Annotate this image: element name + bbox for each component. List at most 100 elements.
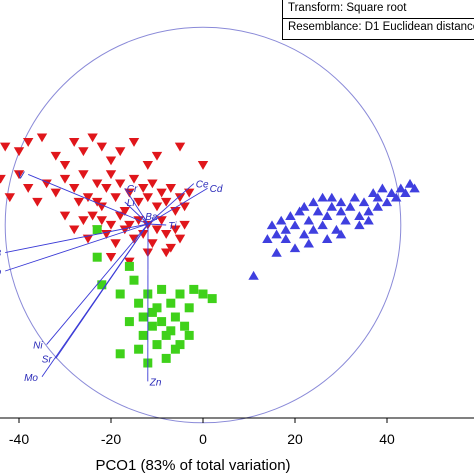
vector-label: V: [18, 170, 26, 181]
vector-line: [142, 215, 149, 225]
vector-label: Co: [0, 267, 2, 278]
data-point-triangle-down: [0, 142, 11, 152]
vector-line: [46, 223, 149, 345]
x-axis-title: PCO1 (83% of total variation): [95, 457, 290, 474]
data-point-triangle-down: [13, 147, 25, 157]
data-point-square: [184, 330, 194, 340]
data-point-triangle-down: [165, 243, 176, 253]
vector-label: Ti: [168, 221, 177, 232]
data-point-triangle-down: [110, 239, 121, 249]
data-point-triangle-up: [372, 201, 383, 211]
data-point-triangle-down: [87, 133, 98, 143]
data-point-triangle-down: [165, 184, 176, 193]
data-point-triangle-down: [115, 179, 126, 189]
data-point-square: [166, 298, 176, 308]
data-point-triangle-up: [317, 220, 328, 230]
data-point-triangle-up: [391, 192, 402, 202]
resemblance-label: Resemblance: D1 Euclidean distance: [288, 21, 474, 33]
x-tick-label: 40: [379, 431, 395, 447]
data-point-triangle-down: [147, 239, 158, 249]
vector-line: [5, 223, 149, 254]
data-point-triangle-up: [248, 270, 259, 280]
legend-divider: [283, 18, 474, 19]
data-point-triangle-up: [266, 220, 278, 230]
data-point-triangle-down: [13, 170, 25, 180]
data-point-triangle-down: [179, 220, 190, 230]
data-point-square: [175, 340, 185, 350]
data-point-triangle-up: [294, 206, 305, 216]
data-point-triangle-down: [59, 161, 71, 170]
data-point-triangle-up: [308, 197, 319, 207]
data-point-triangle-up: [285, 211, 296, 220]
data-point-square: [180, 321, 190, 331]
vector-label: Zn: [149, 377, 162, 388]
vector-line: [147, 223, 167, 226]
data-point-triangle-down: [119, 225, 130, 235]
data-point-triangle-up: [349, 192, 360, 202]
data-point-square: [124, 261, 134, 271]
data-point-square: [124, 317, 134, 327]
data-point-triangle-up: [271, 229, 282, 239]
data-point-triangle-down: [82, 193, 94, 203]
data-point-triangle-down: [110, 193, 121, 203]
data-point-square: [184, 303, 194, 313]
data-point-triangle-down: [78, 216, 89, 226]
data-point-triangle-up: [409, 183, 420, 193]
vector-label: Cd: [210, 184, 223, 195]
legend-box: Transform: Square root Resemblance: D1 E…: [282, 0, 474, 40]
data-point-triangle-up: [322, 234, 333, 243]
data-point-triangle-up: [372, 192, 383, 202]
data-point-triangle-up: [326, 192, 337, 202]
data-point-square: [161, 353, 171, 363]
data-point-triangle-up: [280, 224, 291, 234]
vector-line: [124, 201, 149, 225]
data-point-triangle-up: [289, 220, 301, 230]
data-point-triangle-up: [280, 234, 291, 243]
data-point-triangle-up: [289, 243, 301, 253]
data-point-triangle-up: [312, 206, 324, 216]
data-point-triangle-up: [363, 206, 374, 216]
data-point-triangle-down: [151, 225, 163, 235]
data-point-triangle-down: [124, 220, 135, 230]
data-point-triangle-down: [133, 216, 144, 226]
data-point-triangle-down: [147, 179, 158, 189]
data-point-triangle-down: [161, 197, 172, 207]
data-point-triangle-up: [299, 229, 310, 239]
vector-label: Li: [127, 198, 136, 209]
data-point-triangle-up: [377, 183, 388, 193]
data-point-square: [92, 225, 102, 235]
data-point-triangle-down: [156, 188, 167, 198]
data-point-triangle-down: [105, 170, 117, 180]
vector-label: Ba: [145, 212, 158, 223]
data-point-triangle-down: [69, 184, 80, 193]
data-point-triangle-down: [174, 234, 186, 244]
vector-label: Ce: [196, 180, 209, 191]
data-point-triangle-down: [142, 193, 153, 203]
data-point-triangle-down: [179, 202, 190, 212]
data-point-triangle-up: [335, 229, 347, 239]
data-point-triangle-down: [101, 184, 112, 193]
data-point-square: [152, 340, 162, 350]
data-point-triangle-up: [335, 206, 347, 216]
data-point-triangle-down: [128, 234, 140, 244]
data-point-triangle-up: [381, 197, 393, 207]
vector-label: B: [0, 249, 2, 260]
data-point-triangle-down: [92, 197, 103, 207]
data-point-triangle-down: [23, 184, 34, 193]
data-point-triangle-down: [96, 216, 107, 226]
data-point-triangle-down: [105, 220, 117, 230]
data-point-triangle-down: [105, 156, 117, 166]
vector-line: [5, 223, 149, 272]
data-point-square: [115, 349, 125, 359]
data-point-triangle-up: [276, 215, 287, 225]
data-point-triangle-down: [184, 188, 195, 198]
vector-label: Sr: [42, 354, 53, 365]
data-point-triangle-down: [161, 230, 172, 239]
data-point-triangle-down: [92, 179, 103, 189]
data-point-triangle-up: [299, 201, 310, 211]
data-point-triangle-up: [363, 215, 374, 225]
data-point-triangle-up: [317, 192, 328, 202]
data-point-square: [152, 303, 162, 313]
data-point-triangle-down: [115, 147, 126, 157]
